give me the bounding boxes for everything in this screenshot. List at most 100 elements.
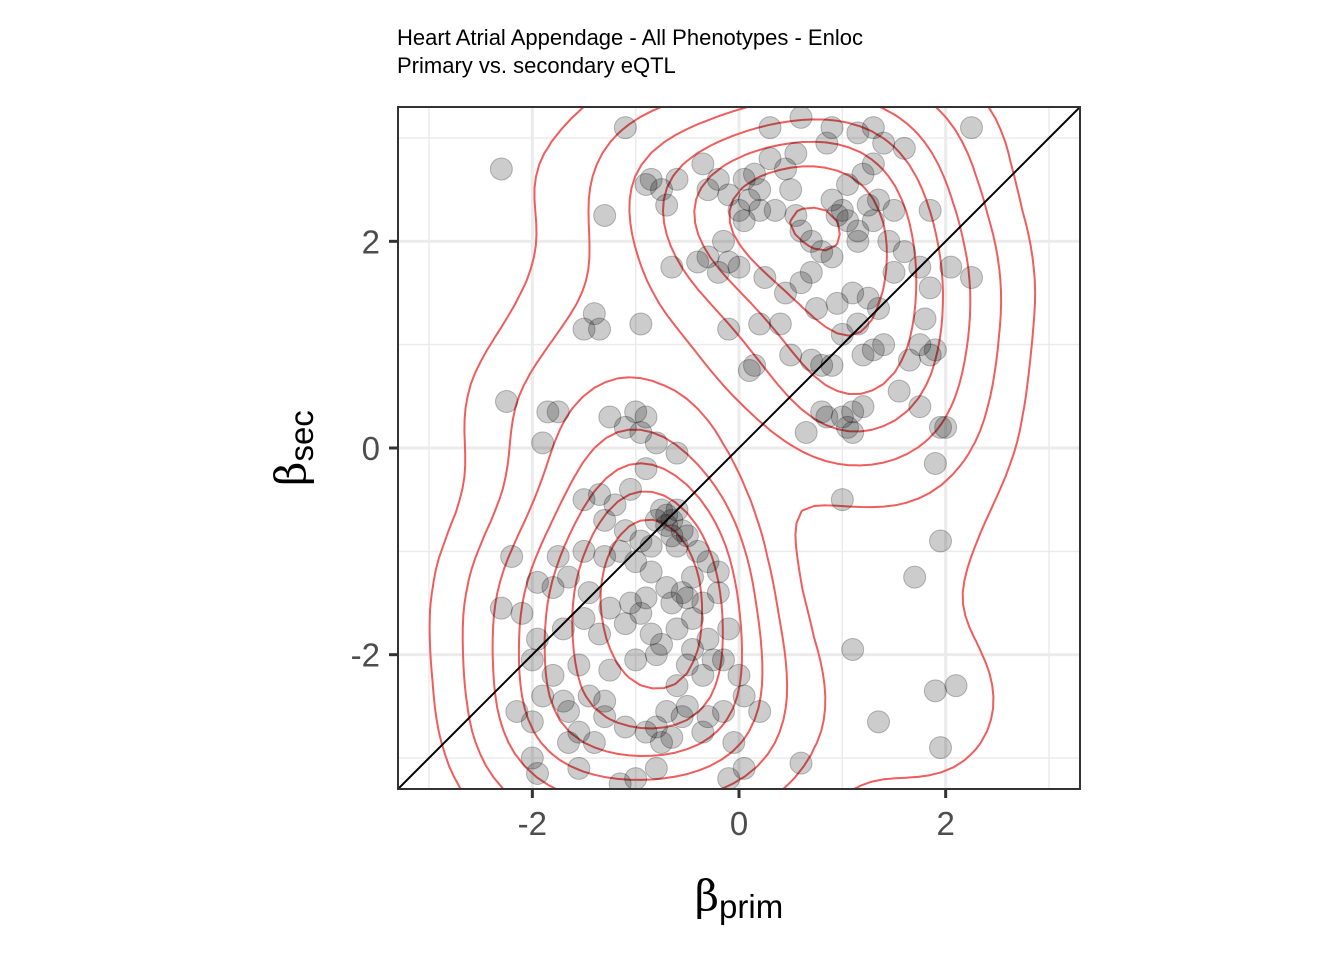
data-point [763,198,787,222]
data-point [918,198,942,222]
data-points [489,107,983,789]
data-point [557,565,580,589]
data-point [727,255,751,279]
data-point [882,260,906,284]
data-point [675,586,699,610]
data-point [836,173,859,196]
data-point [531,431,555,455]
data-point [867,188,890,212]
data-point [526,627,549,651]
data-point [856,286,880,310]
data-point [732,209,756,233]
data-point [655,700,679,723]
data-point [712,648,735,672]
data-point [572,488,596,512]
data-point [613,116,637,140]
chart-subtitle: Primary vs. secondary eQTL [397,53,676,78]
data-point [598,658,622,682]
x-axis-title: βprim [695,871,783,925]
data-point [691,591,715,615]
data-point [861,338,885,362]
data-point [892,240,916,264]
data-point [567,653,591,677]
data-point [872,333,896,357]
data-point [712,229,735,253]
data-point [691,720,715,744]
data-point [717,250,741,274]
data-point [722,731,746,754]
data-point [593,705,617,729]
data-point [717,183,741,207]
data-point [567,756,591,780]
data-point [572,539,596,563]
data-point [815,131,839,155]
data-point [923,338,947,362]
data-point [639,167,663,191]
data-point [789,271,813,295]
data-point [758,147,782,171]
data-point [655,503,679,527]
data-point [510,601,534,625]
data-point [681,607,704,630]
data-point [644,643,668,667]
data-point [779,343,803,367]
data-point [717,767,741,789]
data-point [572,317,596,341]
data-point [691,152,715,176]
data-point [774,281,797,305]
x-axis-symbol: β [695,871,719,920]
x-tick-label: 0 [730,805,748,842]
data-point [696,550,720,574]
data-point [799,348,823,372]
data-point [918,276,942,300]
data-point [655,576,679,599]
data-point [820,116,844,140]
data-point [794,421,818,444]
data-point [836,209,859,233]
data-point [830,405,854,429]
density-contour [461,107,1003,789]
data-point [732,756,756,780]
data-point [675,694,699,718]
data-point [520,648,544,672]
data-point [551,617,575,641]
data-point [608,772,632,789]
data-point [758,116,782,140]
data-point [923,679,947,703]
data-point [593,689,617,713]
data-point [665,674,689,698]
data-point [696,245,720,269]
data-point [841,421,865,444]
data-point [820,245,844,269]
data-point [582,302,606,326]
density-contour [428,107,1037,789]
data-point [546,545,570,568]
data-point [686,250,710,274]
data-point [841,638,865,661]
data-point [567,720,591,744]
data-point [670,705,694,729]
data-point [526,570,549,594]
data-point [650,632,673,656]
data-point [717,317,741,341]
data-point [867,710,890,734]
data-point [706,560,730,584]
data-point [582,731,606,754]
data-point [748,312,772,336]
data-point [613,612,637,636]
data-point [784,142,808,165]
data-point [810,400,834,424]
data-point [825,204,849,227]
data-point [577,684,601,708]
data-point [629,529,653,553]
data-point [768,312,792,336]
data-point [727,198,751,222]
data-point [913,307,937,331]
data-point [624,648,648,672]
data-point [619,477,642,501]
data-point [830,198,854,222]
data-point [861,209,885,233]
data-point [784,204,808,227]
data-point [660,725,684,749]
